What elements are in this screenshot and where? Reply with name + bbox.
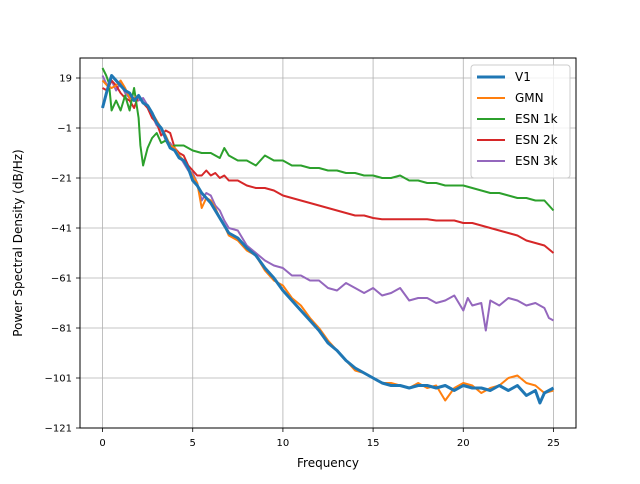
- y-tick-label: −61: [51, 274, 72, 285]
- series-line-esn-2k: [102, 79, 555, 254]
- series-line-esn-1k: [101, 67, 555, 212]
- plot-frame: [79, 57, 577, 429]
- y-axis-ticks: 19 −1 −21 −41 −61 −81 −101 −121: [45, 74, 80, 435]
- x-tick-label: 5: [190, 438, 196, 449]
- x-tick-label: 25: [547, 438, 560, 449]
- legend-label-v1: V1: [515, 70, 531, 84]
- x-tick-label: 10: [277, 438, 290, 449]
- series-lines: [101, 67, 555, 405]
- legend-box: [470, 64, 571, 179]
- x-tick-label: 0: [99, 438, 105, 449]
- x-tick-label: 20: [457, 438, 470, 449]
- y-tick-label: −21: [51, 174, 72, 185]
- series-line-v1: [101, 74, 555, 405]
- legend-label-esn-2k: ESN 2k: [515, 133, 558, 147]
- x-axis-label: Frequency: [297, 456, 359, 470]
- x-tick-label: 15: [367, 438, 380, 449]
- legend-label-esn-3k: ESN 3k: [515, 154, 558, 168]
- y-tick-label: 19: [59, 74, 72, 85]
- x-axis-ticks: 0 5 10 15 20 25: [99, 428, 560, 449]
- y-tick-label: −1: [57, 124, 72, 135]
- legend: V1 GMN ESN 1k ESN 2k ESN 3k: [470, 64, 571, 179]
- y-tick-label: −101: [45, 374, 72, 385]
- y-tick-label: −81: [51, 324, 72, 335]
- legend-label-gmn: GMN: [515, 91, 544, 105]
- y-tick-label: −121: [45, 424, 72, 435]
- legend-label-esn-1k: ESN 1k: [515, 112, 558, 126]
- y-tick-label: −41: [51, 224, 72, 235]
- y-axis-label: Power Spectral Density (dB/Hz): [11, 149, 25, 336]
